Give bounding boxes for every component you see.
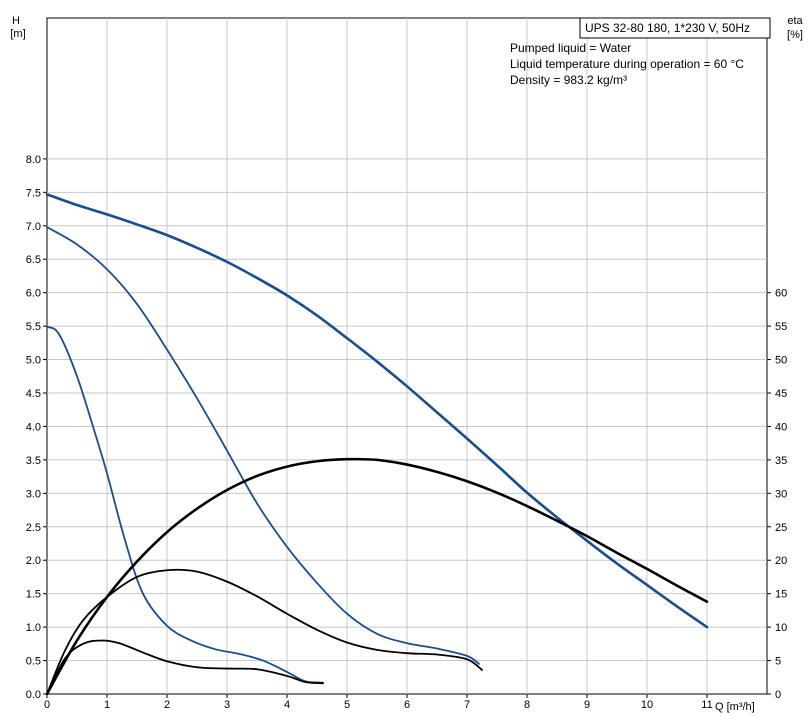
y-tick-label: 6.0 — [26, 288, 41, 300]
y-tick-label: 3.0 — [26, 488, 41, 500]
y2-tick-label: 10 — [775, 622, 787, 634]
y2-tick-label: 60 — [775, 288, 787, 300]
y-tick-label: 8.0 — [26, 154, 41, 166]
x-tick-label: 4 — [284, 699, 290, 711]
y2-tick-label: 30 — [775, 488, 787, 500]
y-tick-label: 2.5 — [26, 522, 41, 534]
info-line-density: Density = 983.2 kg/m³ — [510, 73, 627, 87]
y2-tick-label: 40 — [775, 421, 787, 433]
y-tick-label: 1.5 — [26, 589, 41, 601]
y-tick-label: 3.5 — [26, 455, 41, 467]
grid — [47, 18, 767, 694]
x-tick-label: 1 — [104, 699, 110, 711]
y2-tick-label: 25 — [775, 522, 787, 534]
series-group — [45, 193, 709, 696]
efficiency-curve-5 — [46, 568, 483, 695]
y-tick-label: 4.5 — [26, 388, 41, 400]
title-box — [579, 17, 771, 39]
y2-tick-label: 5 — [775, 656, 781, 668]
y-tick-label: 1.0 — [26, 622, 41, 634]
x-tick-label: 10 — [641, 699, 653, 711]
x-tick-label: 2 — [164, 699, 170, 711]
y-tick-label: 6.5 — [26, 254, 41, 266]
info-line-temperature: Liquid temperature during operation = 60… — [510, 57, 744, 71]
x-tick-label: 8 — [524, 699, 530, 711]
x-tick-label: 5 — [344, 699, 350, 711]
y2-axis-unit: [%] — [787, 29, 803, 41]
y2-tick-label: 15 — [775, 589, 787, 601]
x-tick-label: 0 — [44, 699, 50, 711]
y2-tick-label: 50 — [775, 355, 787, 367]
y-axis-unit: [m] — [10, 28, 25, 40]
x-tick-label: 6 — [404, 699, 410, 711]
y-tick-label: 7.5 — [26, 187, 41, 199]
efficiency-curve-6 — [46, 639, 324, 695]
info-line-liquid: Pumped liquid = Water — [510, 41, 631, 55]
y-tick-label: 0.5 — [26, 656, 41, 668]
y-axis-symbol: H — [12, 15, 20, 27]
y2-axis-symbol: eta — [787, 15, 803, 27]
head-curve-2 — [46, 226, 480, 665]
efficiency-curve-4 — [45, 457, 709, 696]
x-tick-label: 7 — [464, 699, 470, 711]
head-curve-1 — [45, 193, 709, 629]
y-tick-label: 5.5 — [26, 321, 41, 333]
x-tick-label: 9 — [584, 699, 590, 711]
y2-tick-label: 55 — [775, 321, 787, 333]
y2-tick-label: 45 — [775, 388, 787, 400]
y2-tick-label: 35 — [775, 455, 787, 467]
y-tick-label: 7.0 — [26, 221, 41, 233]
y-tick-label: 5.0 — [26, 355, 41, 367]
x-tick-label: 3 — [224, 699, 230, 711]
ticks-group: 0 1 2 3 4 5 6 7 8 9 10 110.00.51.01.52.02.53.03.54.… — [26, 154, 788, 711]
y2-tick-label: 20 — [775, 555, 787, 567]
y2-tick-label: 0 — [775, 689, 781, 701]
x-axis-label: Q [m³/h] — [715, 701, 755, 713]
y-tick-label: 4.0 — [26, 421, 41, 433]
y-tick-label: 0.0 — [26, 689, 41, 701]
y-tick-label: 2.0 — [26, 555, 41, 567]
chart-title: UPS 32-80 180, 1*230 V, 50Hz — [585, 21, 750, 35]
head-curve-3 — [46, 325, 324, 684]
x-tick-label: 11 — [701, 699, 712, 711]
